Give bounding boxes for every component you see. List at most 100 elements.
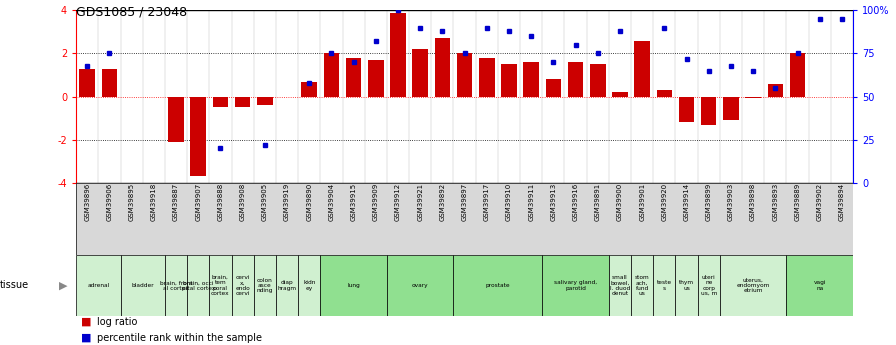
Bar: [679, 97, 694, 122]
Bar: [768, 84, 783, 97]
Text: GSM39888: GSM39888: [218, 183, 223, 221]
Bar: [590, 64, 606, 97]
Bar: [568, 62, 583, 97]
Text: GSM39893: GSM39893: [772, 183, 779, 221]
Bar: [121, 255, 165, 316]
Text: ovary: ovary: [412, 283, 428, 288]
Text: GSM39902: GSM39902: [816, 183, 823, 221]
Bar: [698, 255, 719, 316]
Bar: [235, 97, 250, 107]
Text: GSM39915: GSM39915: [350, 183, 357, 221]
Text: GSM39898: GSM39898: [750, 183, 756, 221]
Text: vagi
na: vagi na: [814, 280, 826, 291]
Text: GSM39907: GSM39907: [195, 183, 202, 221]
Text: colon
asce
nding: colon asce nding: [256, 278, 273, 293]
Text: GSM39896: GSM39896: [84, 183, 90, 221]
Text: GSM39897: GSM39897: [461, 183, 468, 221]
Bar: [457, 53, 472, 97]
Text: GSM39912: GSM39912: [395, 183, 401, 221]
Text: GSM39905: GSM39905: [262, 183, 268, 221]
Text: GSM39890: GSM39890: [306, 183, 312, 221]
Text: GSM39903: GSM39903: [728, 183, 734, 221]
Bar: [187, 255, 210, 316]
Bar: [453, 255, 542, 316]
Text: cervi
x,
endo
cervi: cervi x, endo cervi: [236, 275, 250, 296]
Text: bladder: bladder: [132, 283, 154, 288]
Bar: [254, 255, 276, 316]
Bar: [165, 255, 187, 316]
Bar: [787, 255, 853, 316]
Text: brain, front
al cortex: brain, front al cortex: [159, 280, 193, 291]
Bar: [546, 79, 561, 97]
Bar: [276, 255, 298, 316]
Bar: [257, 97, 272, 105]
Bar: [745, 97, 761, 98]
Bar: [789, 53, 806, 97]
Bar: [391, 12, 406, 97]
Bar: [435, 38, 450, 97]
Text: GSM39921: GSM39921: [418, 183, 423, 221]
Text: GSM39895: GSM39895: [129, 183, 134, 221]
Text: GSM39911: GSM39911: [528, 183, 534, 221]
Text: tissue: tissue: [0, 280, 30, 290]
Text: GSM39913: GSM39913: [550, 183, 556, 221]
Text: GSM39901: GSM39901: [639, 183, 645, 221]
Text: GSM39909: GSM39909: [373, 183, 379, 221]
Text: thym
us: thym us: [679, 280, 694, 291]
Text: GSM39889: GSM39889: [795, 183, 800, 221]
Text: stom
ach,
fund
us: stom ach, fund us: [634, 275, 650, 296]
Text: GSM39919: GSM39919: [284, 183, 290, 221]
Text: ▶: ▶: [59, 280, 67, 290]
Bar: [168, 97, 184, 142]
Text: GSM39910: GSM39910: [506, 183, 512, 221]
Text: GSM39904: GSM39904: [329, 183, 334, 221]
Text: kidn
ey: kidn ey: [303, 280, 315, 291]
Bar: [501, 64, 517, 97]
Text: GSM39887: GSM39887: [173, 183, 179, 221]
Text: GDS1085 / 23048: GDS1085 / 23048: [76, 5, 187, 18]
Bar: [479, 58, 495, 97]
Bar: [231, 255, 254, 316]
Text: uteri
ne
corp
us, m: uteri ne corp us, m: [701, 275, 717, 296]
Bar: [657, 90, 672, 97]
Bar: [323, 53, 340, 97]
Text: teste
s: teste s: [657, 280, 672, 291]
Text: small
bowel,
l. duod
denut: small bowel, l. duod denut: [610, 275, 630, 296]
Bar: [634, 41, 650, 97]
Bar: [719, 255, 787, 316]
Text: adrenal: adrenal: [87, 283, 109, 288]
Text: GSM39899: GSM39899: [706, 183, 711, 221]
Bar: [612, 92, 628, 97]
Bar: [412, 49, 428, 97]
Bar: [609, 255, 631, 316]
Text: GSM39918: GSM39918: [151, 183, 157, 221]
Text: GSM39892: GSM39892: [439, 183, 445, 221]
Bar: [76, 255, 121, 316]
Bar: [346, 58, 361, 97]
Text: brain, occi
pital cortex: brain, occi pital cortex: [182, 280, 215, 291]
Bar: [301, 81, 317, 97]
Bar: [387, 255, 453, 316]
Bar: [701, 97, 717, 125]
Text: GSM39900: GSM39900: [617, 183, 623, 221]
Bar: [298, 255, 320, 316]
Bar: [320, 255, 387, 316]
Bar: [80, 69, 95, 97]
Text: GSM39906: GSM39906: [107, 183, 113, 221]
Bar: [631, 255, 653, 316]
Bar: [101, 69, 117, 97]
Text: GSM39891: GSM39891: [595, 183, 600, 221]
Text: percentile rank within the sample: percentile rank within the sample: [97, 333, 262, 343]
Text: diap
hragm: diap hragm: [278, 280, 297, 291]
Text: GSM39908: GSM39908: [239, 183, 246, 221]
Text: uterus,
endomyom
etrium: uterus, endomyom etrium: [737, 278, 770, 293]
Bar: [210, 255, 231, 316]
Text: prostate: prostate: [486, 283, 510, 288]
Text: ■: ■: [81, 317, 91, 326]
Text: log ratio: log ratio: [97, 317, 137, 326]
Text: GSM39894: GSM39894: [839, 183, 845, 221]
Bar: [723, 97, 738, 120]
Bar: [676, 255, 698, 316]
Text: salivary gland,
parotid: salivary gland, parotid: [554, 280, 597, 291]
Text: brain,
tem
poral
cortex: brain, tem poral cortex: [211, 275, 229, 296]
